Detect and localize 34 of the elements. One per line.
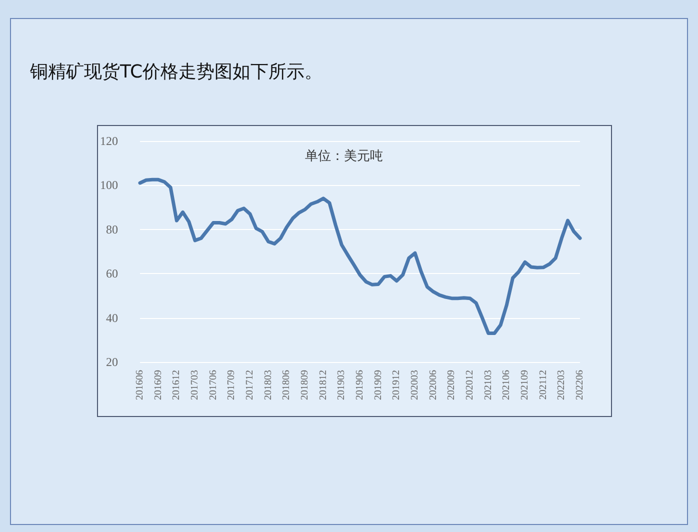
- x-tick-label: 202112: [538, 370, 549, 400]
- x-tick-label: 201706: [208, 370, 219, 400]
- x-tick-label: 201812: [318, 370, 329, 400]
- x-tick-label: 201903: [336, 370, 348, 400]
- chart-title: 铜精矿现货TC价格走势图如下所示。: [29, 62, 323, 82]
- x-tick-label: 201906: [354, 370, 366, 400]
- x-tick-label: 202009: [446, 370, 458, 400]
- text: 单位：美元吨: [305, 148, 383, 164]
- x-tick-label: 202103: [482, 370, 494, 400]
- y-tick-label: 80: [106, 222, 118, 236]
- line-series: [138, 178, 582, 336]
- x-tick-label: 201609: [152, 370, 164, 400]
- x-tick-label: 201803: [262, 370, 274, 400]
- x-tick-label: 202203: [556, 370, 568, 400]
- x-tick-label: 201606: [134, 370, 146, 400]
- x-tick-label: 201709: [226, 370, 238, 400]
- x-tick-label: 202012: [464, 370, 476, 400]
- x-tick-label: 202109: [520, 370, 530, 400]
- y-tick-label: 120: [100, 134, 118, 148]
- y-tick-label: 40: [106, 310, 118, 325]
- x-tick-label: 201612: [171, 370, 182, 400]
- x-tick-label: 202106: [501, 370, 512, 400]
- x-tick-label: 201909: [372, 370, 384, 400]
- y-tick-label: 60: [106, 266, 118, 281]
- x-tick-label: 202003: [410, 370, 420, 400]
- x-tick-label: 202206: [574, 370, 586, 400]
- x-tick-label: 201912: [391, 370, 402, 400]
- y-tick-label: 100: [100, 178, 118, 192]
- x-tick-label: 201703: [190, 370, 200, 400]
- x-tick-label: 201712: [244, 370, 256, 400]
- x-tick-label: 201806: [281, 370, 292, 400]
- y-tick-label: 20: [106, 355, 118, 369]
- x-tick-label: 202006: [428, 370, 439, 400]
- x-tick-label: 201809: [300, 370, 310, 400]
